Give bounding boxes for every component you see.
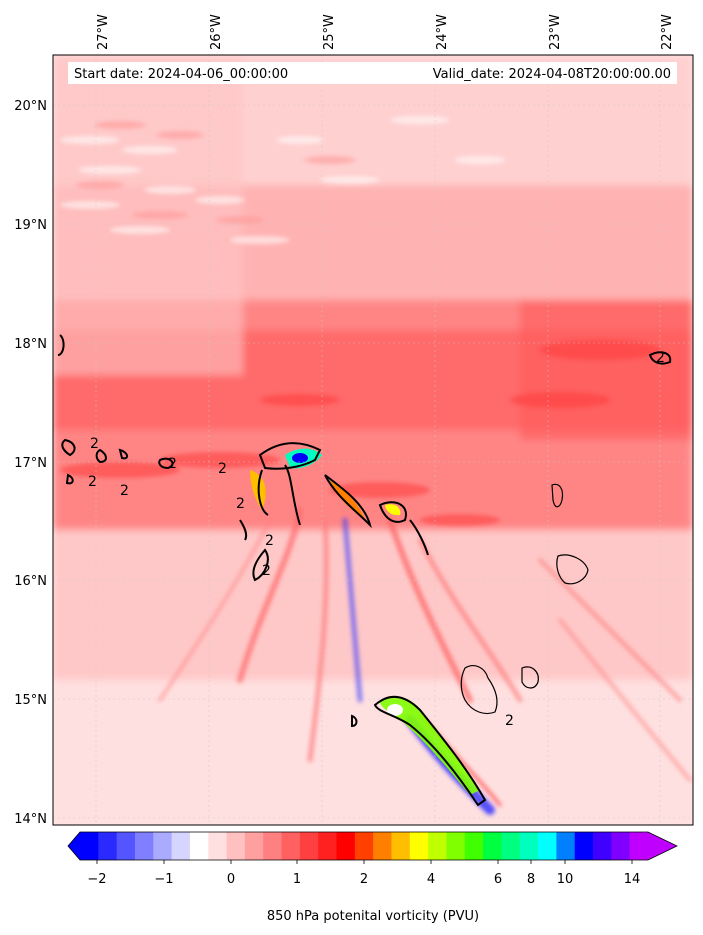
colorbar-swatch <box>629 832 649 860</box>
svg-text:17°N: 17°N <box>14 456 47 471</box>
colorbar-swatch <box>354 832 374 860</box>
graticule <box>53 55 693 825</box>
colorbar-swatch <box>501 832 521 860</box>
colorbar-swatch <box>171 832 191 860</box>
svg-text:2: 2 <box>168 456 177 472</box>
pv2-contours <box>57 334 672 807</box>
svg-text:22°W: 22°W <box>660 14 675 50</box>
svg-text:0: 0 <box>227 872 235 887</box>
svg-text:15°N: 15°N <box>14 693 47 708</box>
colorbar-swatch <box>336 832 356 860</box>
svg-text:2: 2 <box>218 461 227 477</box>
wave-ripples-red <box>76 121 356 224</box>
lon-labels: 27°W 26°W 25°W 24°W 23°W 22°W <box>96 14 675 50</box>
colorbar-outline <box>67 831 678 861</box>
svg-text:18°N: 18°N <box>14 337 47 352</box>
colorbar-swatch <box>244 832 264 860</box>
start-date: Start date: 2024-04-06_00:00:00 <box>74 67 288 82</box>
svg-text:26°W: 26°W <box>209 14 224 50</box>
svg-text:20°N: 20°N <box>14 99 47 114</box>
wave-ripples <box>60 116 506 244</box>
coastlines <box>460 483 589 715</box>
svg-text:2: 2 <box>265 533 274 549</box>
colorbar-swatch <box>189 832 209 860</box>
svg-text:14: 14 <box>624 872 641 887</box>
svg-text:23°W: 23°W <box>548 14 563 50</box>
colorbar-swatch <box>611 832 631 860</box>
svg-text:16°N: 16°N <box>14 574 47 589</box>
colorbar-swatch <box>263 832 283 860</box>
svg-text:4: 4 <box>427 872 435 887</box>
svg-text:8: 8 <box>527 872 535 887</box>
colorbar-swatch <box>226 832 246 860</box>
colorbar-swatch <box>464 832 484 860</box>
header-box <box>68 62 677 84</box>
svg-text:27°W: 27°W <box>96 14 111 50</box>
svg-text:1: 1 <box>293 872 301 887</box>
svg-text:25°W: 25°W <box>322 14 337 50</box>
svg-text:2: 2 <box>656 350 665 366</box>
colorbar-swatch <box>318 832 338 860</box>
colorbar-swatch <box>519 832 539 860</box>
map-frame <box>52 54 694 826</box>
contour-labels: 2 2 2 2 2 2 2 2 2 2 <box>88 350 665 729</box>
colorbar-swatch <box>208 832 228 860</box>
lat-labels: 20°N 19°N 18°N 17°N 16°N 15°N 14°N <box>14 99 47 827</box>
svg-text:10: 10 <box>557 872 574 887</box>
colorbar-swatch <box>428 832 447 860</box>
svg-text:2: 2 <box>236 496 245 512</box>
svg-text:14°N: 14°N <box>14 812 47 827</box>
colorbar-swatch <box>593 832 612 860</box>
svg-text:−1: −1 <box>154 872 173 887</box>
colorbar-swatch <box>98 832 118 860</box>
colorbar-swatch <box>153 832 173 860</box>
svg-text:2: 2 <box>360 872 368 887</box>
colorbar-swatch <box>483 832 502 860</box>
colorbar-extend-min <box>68 832 80 860</box>
svg-text:24°W: 24°W <box>435 14 450 50</box>
svg-text:2: 2 <box>90 436 99 452</box>
colorbar-ticks: −2 −1 0 1 2 4 6 8 10 14 <box>87 872 640 887</box>
colorbar-swatch <box>446 832 466 860</box>
svg-text:2: 2 <box>120 483 129 499</box>
colorbar-swatch <box>538 832 557 860</box>
svg-text:2: 2 <box>262 563 271 579</box>
colorbar-swatch <box>373 832 392 860</box>
colorbar-swatch <box>281 832 301 860</box>
colorbar-swatch <box>409 832 429 860</box>
svg-text:19°N: 19°N <box>14 218 47 233</box>
colorbar-label: 850 hPa potenital vorticity (PVU) <box>267 909 479 924</box>
svg-text:6: 6 <box>494 872 502 887</box>
colorbar-extend-max <box>648 832 677 860</box>
pv-field <box>53 55 693 825</box>
svg-text:2: 2 <box>505 713 514 729</box>
colorbar-swatch <box>574 832 594 860</box>
colorbar-swatch <box>299 832 319 860</box>
svg-text:2: 2 <box>88 474 97 490</box>
colorbar-swatch <box>556 832 576 860</box>
colorbar <box>67 831 678 864</box>
colorbar-swatch <box>134 832 154 860</box>
colorbar-swatch <box>80 832 99 860</box>
colorbar-swatch <box>391 832 411 860</box>
valid-date: Valid_date: 2024-04-08T20:00:00.00 <box>433 67 671 82</box>
colorbar-swatch <box>116 832 136 860</box>
svg-text:−2: −2 <box>87 872 106 887</box>
